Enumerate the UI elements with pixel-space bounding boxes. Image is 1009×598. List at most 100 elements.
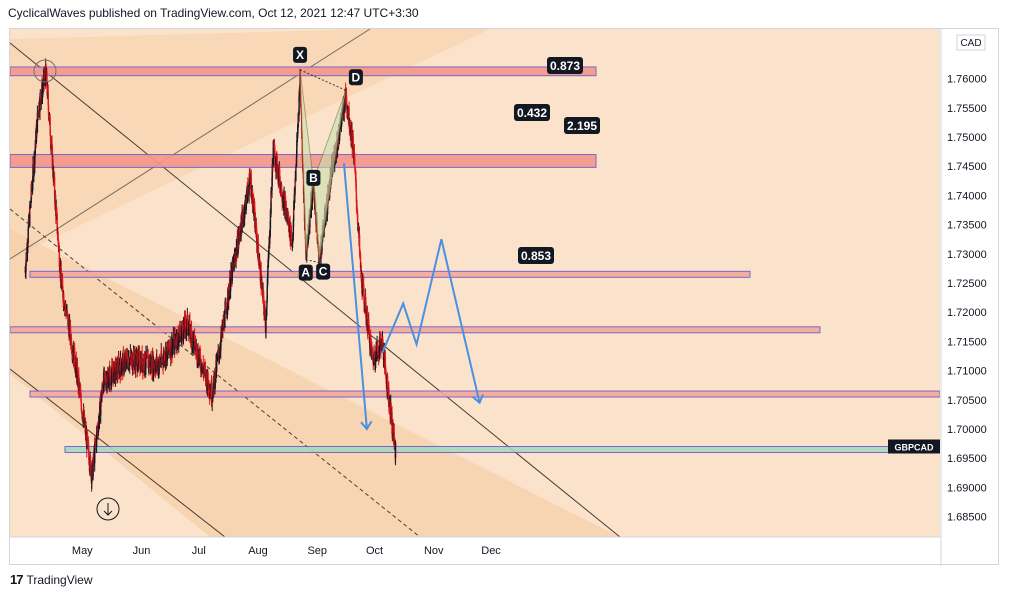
candle-body [193,335,195,348]
pattern-point-box [298,264,313,281]
ratio-box [547,57,583,74]
candle-body [54,194,57,202]
harmonic-xab [299,69,314,260]
candle-body [63,295,65,306]
candle-body [354,159,356,168]
y-tick-label: 1.72000 [947,307,987,319]
candle-body [212,386,214,398]
candle-body [46,72,48,89]
candle-body [80,393,82,402]
candle-body [61,279,64,287]
candle-body [34,151,36,165]
candle-body [39,95,41,113]
y-tick-label: 1.68500 [947,512,987,524]
candle-body [66,310,69,314]
chart-area[interactable]: X A B C D 0.873 0.432 2.195 0.853 GBPCAD 1.76000 1.… [9,28,1000,566]
candle-body [217,350,220,355]
candle-body [36,112,39,132]
candle-body [384,356,387,368]
candle-body [209,392,211,397]
candle-body [186,314,189,330]
candle-body [388,387,390,407]
candle-body [359,249,361,252]
candle-body [212,397,214,399]
candle-body [270,190,272,214]
tradingview-logo-icon: 17 [10,572,24,587]
candle-body [141,353,143,369]
marker-circle-bottom [96,497,120,521]
candle-body [390,402,392,419]
candle-body [233,257,235,271]
candle-body [224,309,226,328]
candle-body [292,220,295,236]
candle-body [248,184,250,196]
y-tick-label: 1.76000 [947,74,987,86]
y-tick-label: 1.71500 [947,336,987,348]
candle-body [60,268,62,282]
candle-body [92,463,94,477]
candle-body [97,423,100,432]
candle-body [181,325,184,332]
price-chart[interactable]: X A B C D 0.873 0.432 2.195 0.853 GBPCAD 1.76000 1.… [10,29,1000,566]
zone-level [29,390,940,398]
candle-body [196,345,198,361]
x-tick-label: May [72,545,93,557]
candle-body [164,354,166,365]
projection-arrow [472,394,484,405]
candle-body [377,347,379,354]
pattern-point-label: A [301,266,310,280]
channel-line-top [10,42,621,537]
candle-body [356,214,359,224]
candle-body [241,211,243,233]
candle-body [27,242,29,248]
pattern-point-label: X [296,48,304,62]
candle-body [244,202,246,212]
y-tick-label: 1.73500 [947,220,987,232]
candle-body [86,432,89,440]
candle-body [260,270,262,288]
candle-body [100,403,102,416]
candle-body [295,165,297,181]
candle-body [208,381,210,393]
candle-body [70,337,73,350]
zone-resistance [10,66,597,77]
candle-body [267,258,270,262]
channel-fill-lower [10,229,620,537]
candle-body [394,442,397,459]
candle-body [158,358,161,361]
candle-body [309,215,311,228]
pattern-point-box [293,46,308,63]
candle-body [120,370,123,374]
candle-body [254,217,257,229]
candle-body [348,106,350,127]
candle-body [210,382,213,402]
candle-body [228,290,231,301]
candle-body [271,164,274,178]
candle-body [57,232,59,240]
candle-body [101,395,103,403]
candle-body [384,367,387,371]
candle-body [273,145,275,155]
candle-body [269,237,271,245]
candle-body [229,278,232,292]
candle-body [56,209,58,214]
ratio-label: 2.195 [567,119,597,133]
candle-body [29,205,31,226]
candle-body [138,352,141,368]
candle-body [250,177,253,198]
y-tick-label: 1.74500 [947,161,987,173]
symbol-label: GBPCAD [894,442,934,452]
candle-body [90,461,92,477]
candle-body [298,96,300,116]
candle-body [359,251,361,254]
candle-body [47,105,50,117]
currency-box [956,34,986,51]
candle-body [221,328,224,334]
footer: 17 TradingView [10,572,93,587]
candle-body [103,371,106,373]
candle-body [136,355,139,371]
candle-body [75,357,77,366]
zone-level [10,326,821,334]
ratio-box [514,104,550,121]
candle-body [120,357,122,367]
